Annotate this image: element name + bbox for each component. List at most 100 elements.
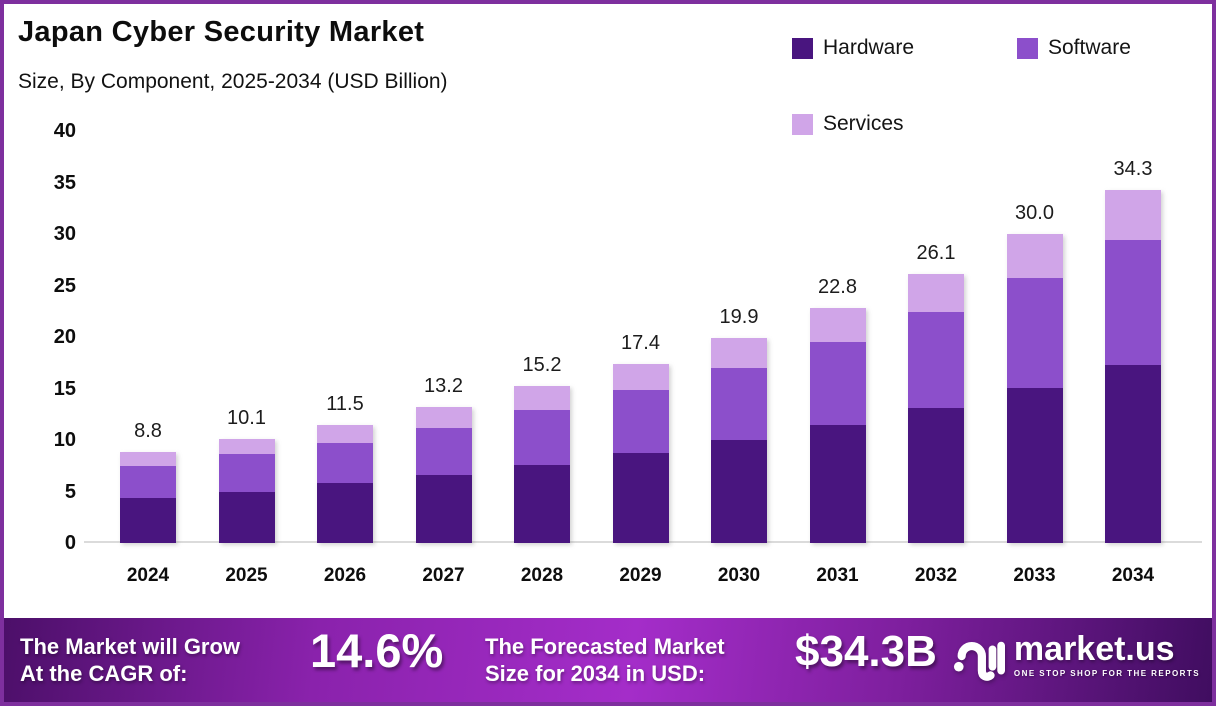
bar-total-label-2024: 8.8 <box>134 420 162 443</box>
x-axis-label-2028: 2028 <box>520 565 564 586</box>
bar-column-2032: 26.1 <box>887 242 985 543</box>
bar-segment-services-2025 <box>218 438 275 455</box>
y-axis-tick-5: 5 <box>64 480 76 503</box>
bar-segment-hardware-2028 <box>514 464 570 543</box>
y-axis-tick-40: 40 <box>53 120 76 142</box>
bar-segment-hardware-2025 <box>218 491 275 543</box>
bar-stack-2025 <box>218 438 275 543</box>
bar-segment-hardware-2032 <box>908 408 964 543</box>
cagr-value: 14.6% <box>310 624 444 677</box>
y-axis-tick-10: 10 <box>53 429 76 451</box>
bar-stack-2030 <box>711 338 767 543</box>
bar-stack-2034 <box>1105 189 1161 543</box>
bar-total-label-2027: 13.2 <box>424 375 463 398</box>
bar-total-label-2029: 17.4 <box>621 331 660 354</box>
legend-label: Hardware <box>823 36 915 59</box>
x-axis-label-2029: 2029 <box>619 565 662 586</box>
bar-segment-software-2029 <box>612 389 669 454</box>
bar-segment-software-2027 <box>415 427 472 475</box>
x-axis-label-2034: 2034 <box>1111 565 1155 586</box>
services-swatch-icon <box>792 113 813 135</box>
page-subtitle: Size, By Component, 2025-2034 (USD Billi… <box>18 70 448 93</box>
bar-segment-services-2032 <box>908 274 964 313</box>
bar-column-2028: 15.2 <box>493 354 591 543</box>
bar-segment-software-2034 <box>1105 240 1161 365</box>
x-axis-label-2033: 2033 <box>1013 565 1056 586</box>
x-axis-label-2024: 2024 <box>126 565 170 586</box>
bar-segment-software-2028 <box>514 410 570 465</box>
footer-banner: The Market will Grow At the CAGR of: 14.… <box>4 618 1212 702</box>
brand-text-block: market.us ONE STOP SHOP FOR THE REPORTS <box>1014 631 1200 678</box>
brand-logo: market.us ONE STOP SHOP FOR THE REPORTS <box>953 631 1200 685</box>
bar-segment-services-2027 <box>415 407 472 428</box>
y-axis-tick-20: 20 <box>53 326 76 348</box>
y-axis-tick-0: 0 <box>64 532 76 554</box>
bar-segment-hardware-2030 <box>711 440 767 543</box>
bar-segment-hardware-2034 <box>1105 364 1161 543</box>
x-axis-label-2027: 2027 <box>422 565 465 586</box>
cagr-caption-line2: At the CAGR of: <box>20 661 188 686</box>
forecast-value: $34.3B <box>795 627 937 676</box>
marketus-logo-icon <box>953 641 1005 681</box>
bar-segment-hardware-2031 <box>809 424 866 543</box>
bar-total-label-2026: 11.5 <box>326 392 364 415</box>
bar-column-2027: 13.2 <box>395 375 493 543</box>
bar-segment-software-2033 <box>1006 278 1063 388</box>
legend-item-hardware: Hardware <box>792 36 914 60</box>
bar-column-2030: 19.9 <box>690 306 788 543</box>
bar-stack-2029 <box>612 363 669 543</box>
y-axis-tick-25: 25 <box>53 274 76 297</box>
bar-segment-hardware-2027 <box>415 475 472 543</box>
x-axis-label-2030: 2030 <box>717 565 761 586</box>
bar-segment-services-2024 <box>120 452 176 466</box>
legend-label: Software <box>1048 36 1131 59</box>
x-axis-label-2025: 2025 <box>225 565 268 586</box>
x-axis-label-2032: 2032 <box>914 565 958 586</box>
brand-name: market.us <box>1013 630 1175 668</box>
legend-item-software: Software <box>1017 36 1131 60</box>
bar-total-label-2034: 34.3 <box>1113 157 1153 180</box>
forecast-caption: The Forecasted Market Size for 2034 in U… <box>485 633 725 687</box>
bar-segment-services-2030 <box>711 338 767 368</box>
forecast-caption-line1: The Forecasted Market <box>485 634 725 659</box>
bar-segment-software-2026 <box>317 443 373 484</box>
bar-column-2024: 8.8 <box>99 420 197 543</box>
x-axis-label-2026: 2026 <box>323 565 367 586</box>
y-axis-tick-35: 35 <box>53 171 76 194</box>
cagr-caption: The Market will Grow At the CAGR of: <box>20 633 240 687</box>
y-axis-tick-15: 15 <box>53 377 76 400</box>
bar-total-label-2033: 30.0 <box>1015 202 1054 225</box>
cagr-caption-line1: The Market will Grow <box>20 634 241 659</box>
bar-stack-2032 <box>908 274 964 543</box>
forecast-caption-line2: Size for 2034 in USD: <box>485 661 706 686</box>
bar-segment-services-2034 <box>1105 189 1161 241</box>
bar-total-label-2031: 22.8 <box>818 276 857 299</box>
bar-segment-services-2026 <box>317 424 373 444</box>
bar-segment-hardware-2029 <box>612 453 669 543</box>
bar-column-2033: 30.0 <box>986 202 1084 543</box>
bar-segment-hardware-2033 <box>1006 387 1063 543</box>
brand-tagline: ONE STOP SHOP FOR THE REPORTS <box>1013 669 1200 678</box>
bar-total-label-2028: 15.2 <box>522 354 562 377</box>
bar-segment-software-2025 <box>218 454 275 492</box>
bar-stack-2024 <box>120 452 176 543</box>
legend-item-services: Services <box>792 112 904 136</box>
bar-column-2025: 10.1 <box>198 407 296 543</box>
bar-segment-services-2033 <box>1006 234 1063 279</box>
bar-segment-services-2029 <box>612 363 669 390</box>
bar-segment-software-2024 <box>120 465 176 498</box>
bar-stack-2026 <box>317 424 373 543</box>
hardware-swatch-icon <box>792 37 813 59</box>
bar-segment-hardware-2026 <box>317 483 373 543</box>
bar-segment-services-2028 <box>514 386 570 411</box>
bar-column-2034: 34.3 <box>1084 158 1182 543</box>
bar-segment-software-2032 <box>908 312 964 409</box>
bar-segment-services-2031 <box>809 308 866 343</box>
legend-label: Services <box>823 112 904 135</box>
bar-column-2026: 11.5 <box>296 393 394 543</box>
bar-stack-2028 <box>514 386 570 543</box>
bar-segment-hardware-2024 <box>120 497 176 543</box>
page-title: Japan Cyber Security Market <box>18 16 425 48</box>
y-axis-tick-30: 30 <box>53 223 76 245</box>
